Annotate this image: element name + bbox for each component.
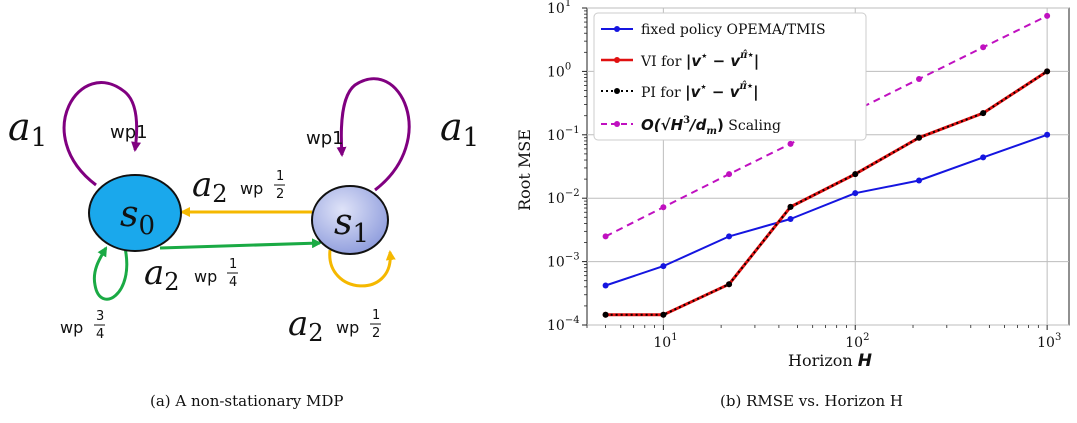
svg-text:a2: a2 — [288, 304, 324, 347]
point-fixed-policy — [1044, 131, 1051, 138]
point-scaling — [787, 140, 794, 147]
label-a1-right: a1 — [440, 105, 479, 153]
state-s0-label: s0 — [120, 194, 155, 241]
point-fixed-policy — [660, 263, 667, 270]
legend-entry-fixed-policy: fixed policy OPEMA/TMIS — [601, 22, 826, 38]
svg-text:1: 1 — [372, 308, 380, 323]
point-pi — [852, 171, 859, 178]
label-a1-left: a1 — [8, 105, 47, 153]
svg-text:wp: wp — [336, 318, 359, 337]
point-pi — [660, 311, 667, 318]
state-s0 — [88, 174, 182, 252]
point-scaling — [602, 233, 609, 240]
label-a2-s0-to-s1: a2 wp 1 4 — [144, 253, 238, 296]
x-tick-label: 103 — [1037, 332, 1061, 351]
caption-b: (b) RMSE vs. Horizon H — [720, 392, 903, 410]
svg-text:wp: wp — [60, 318, 83, 337]
label-wp1-right: wp1 — [306, 128, 344, 149]
legend-box — [593, 12, 867, 141]
point-scaling — [660, 204, 667, 211]
svg-text:wp: wp — [194, 267, 217, 286]
series-line-fixed-policy — [605, 133, 1048, 287]
y-axis-label: Root MSE — [515, 129, 534, 211]
point-pi — [980, 110, 987, 117]
svg-text:4: 4 — [229, 275, 237, 290]
caption-a: (a) A non-stationary MDP — [150, 392, 344, 410]
svg-text:1: 1 — [229, 257, 237, 272]
rmse-chart: 101 102 103 10−4 10−3 10−2 10−1 100 101 Root MSE… — [515, 0, 1070, 371]
y-tick-label: 10−2 — [547, 188, 580, 207]
point-fixed-policy — [787, 215, 794, 222]
self-loop-s1-a2 — [328, 249, 396, 288]
point-scaling — [980, 44, 987, 51]
self-loop-s0-a2 — [92, 246, 129, 301]
point-pi — [1044, 68, 1051, 75]
y-tick-label: 101 — [547, 0, 571, 17]
svg-text:wp: wp — [240, 179, 263, 198]
svg-text:a2: a2 — [192, 165, 228, 208]
y-tick-label: 100 — [547, 61, 571, 80]
legend-label-vi: VI for |v⋆ − vπ̂⋆| — [640, 50, 759, 71]
label-wp1-left: wp1 — [110, 122, 148, 143]
figure-canvas: s0 s1 a1 a1 wp1 wp1 a2 wp 1 2 a2 wp 1 4 … — [8, 0, 1070, 371]
legend-entry-vi: VI for |v⋆ − vπ̂⋆| — [601, 50, 759, 71]
legend-label-fixed-policy: fixed policy OPEMA/TMIS — [641, 22, 826, 38]
state-s1 — [311, 185, 389, 255]
y-tick-label: 10−1 — [547, 125, 580, 144]
y-tick-label: 10−4 — [547, 315, 580, 334]
point-scaling — [1044, 12, 1051, 19]
legend: fixed policy OPEMA/TMIS VI for |v⋆ − vπ̂… — [593, 12, 867, 141]
x-axis-label: Horizon H — [788, 351, 872, 371]
label-wp-s0-self: wp 3 4 — [60, 309, 105, 342]
legend-entry-pi: PI for |v⋆ − vπ̂⋆| — [601, 81, 759, 102]
point-pi — [726, 281, 733, 288]
point-fixed-policy — [980, 154, 987, 161]
point-scaling — [916, 75, 923, 82]
series-line-pi — [605, 70, 1048, 316]
legend-label-pi: PI for |v⋆ − vπ̂⋆| — [641, 81, 759, 102]
label-a2-s1-self: a2 wp 1 2 — [288, 304, 381, 347]
self-loop-s0-a1 — [62, 81, 142, 187]
svg-text:2: 2 — [276, 187, 284, 202]
self-loop-s1-a1 — [336, 77, 411, 192]
y-tick-label: 10−3 — [547, 252, 580, 271]
point-fixed-policy — [726, 233, 733, 240]
legend-label-scaling: O(√H3/dm) Scaling — [641, 115, 781, 137]
point-fixed-policy — [852, 190, 859, 197]
mdp-diagram: s0 s1 a1 a1 wp1 wp1 a2 wp 1 2 a2 wp 1 4 … — [8, 77, 479, 347]
tick-layer: 101 102 103 10−4 10−3 10−2 10−1 100 101 — [547, 0, 1061, 351]
label-a2-s1-to-s0: a2 wp 1 2 — [192, 165, 285, 208]
legend-entry-scaling: O(√H3/dm) Scaling — [601, 115, 781, 137]
point-pi — [916, 134, 923, 141]
point-fixed-policy — [602, 282, 609, 289]
point-pi — [602, 311, 609, 318]
svg-text:1: 1 — [276, 169, 284, 184]
svg-text:4: 4 — [96, 327, 104, 342]
svg-text:2: 2 — [372, 326, 380, 341]
point-scaling — [726, 171, 733, 178]
edge-s0-to-s1-a2 — [159, 238, 322, 250]
svg-text:a2: a2 — [144, 253, 180, 296]
svg-text:3: 3 — [96, 309, 104, 324]
point-fixed-policy — [916, 177, 923, 184]
state-s1-label: s1 — [334, 202, 369, 249]
x-tick-label: 101 — [653, 332, 677, 351]
x-tick-label: 102 — [845, 332, 869, 351]
point-pi — [787, 203, 794, 210]
